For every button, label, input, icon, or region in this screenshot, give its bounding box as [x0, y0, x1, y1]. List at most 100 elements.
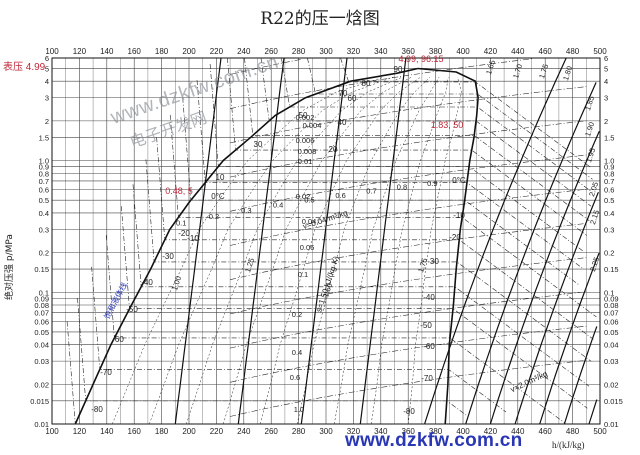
- gauge-pressure-label: 表压 4.99: [3, 62, 46, 73]
- isotherm-label: 30: [254, 140, 263, 149]
- x-tick-label-top: 100: [45, 47, 59, 56]
- state-point-annotation: 4.99, 96.15: [398, 54, 443, 64]
- y-tick-label-right: 0.03: [604, 357, 619, 366]
- isochore-title: v=0.04 m³/kg: [302, 208, 349, 231]
- isochore-line: [230, 257, 587, 315]
- y-tick-label-right: 0.15: [604, 265, 619, 274]
- isotherm-label: -60: [112, 335, 124, 344]
- y-tick-label-right: 0.7: [604, 177, 614, 186]
- y-tick-label-left: 0.04: [34, 341, 49, 350]
- x-tick-label-top: 260: [265, 47, 279, 56]
- isentrope-line: [588, 399, 598, 425]
- quality-line: [407, 77, 462, 425]
- y-tick-label-left: 0.08: [34, 301, 49, 310]
- isentrope-label: 2.05: [587, 181, 600, 198]
- isotherm-line: [281, 57, 593, 193]
- isotherm-line: [260, 57, 592, 207]
- isotherm-label: -20: [449, 233, 461, 242]
- isentrope-label: 1.95: [584, 147, 597, 164]
- isotherm-line: [340, 57, 591, 168]
- isochore-label: 1.0: [294, 405, 304, 414]
- isotherm-label: 0°C: [211, 192, 225, 201]
- isochore-line: [230, 360, 587, 417]
- quality-label: 0.5: [304, 196, 314, 205]
- x-tick-label-top: 280: [292, 47, 306, 56]
- y-tick-label-left: 0.5: [39, 196, 49, 205]
- y-tick-label-left: 0.4: [39, 209, 49, 218]
- x-tick-label-top: 140: [100, 47, 114, 56]
- x-axis-label: h/(kJ/kg): [552, 440, 585, 450]
- isentrope-line: [465, 82, 597, 425]
- isotherm-label: 80: [362, 79, 371, 88]
- isotherm-label: -40: [423, 293, 435, 302]
- x-tick-label-top: 300: [319, 47, 333, 56]
- y-tick-label-left: 0.01: [34, 420, 49, 429]
- x-tick-label-bottom: 480: [566, 427, 580, 436]
- y-tick-label-left: 0.05: [34, 328, 49, 337]
- y-tick-label-left: 0.03: [34, 357, 49, 366]
- x-tick-label-top: 400: [456, 47, 470, 56]
- x-tick-label-bottom: 100: [45, 427, 59, 436]
- y-tick-label-right: 1.5: [604, 133, 614, 142]
- isochore-line: [230, 59, 302, 75]
- y-tick-label-right: 0.2: [604, 249, 614, 258]
- quality-line: [186, 76, 403, 425]
- isentrope-line: [563, 326, 598, 425]
- isotherm-label: -10: [187, 234, 199, 243]
- y-tick-label-right: 0.4: [604, 209, 614, 218]
- y-tick-label-left: 2: [45, 117, 49, 126]
- x-tick-label-bottom: 440: [511, 427, 525, 436]
- x-tick-label-top: 420: [484, 47, 498, 56]
- isentrope-label: 1.65: [484, 59, 497, 76]
- y-tick-label-left: 0.015: [30, 397, 49, 406]
- x-tick-label-top: 220: [210, 47, 224, 56]
- x-tick-label-bottom: 300: [319, 427, 333, 436]
- x-tick-label-top: 340: [374, 47, 388, 56]
- isotherm-label: 40: [338, 118, 347, 127]
- x-tick-label-bottom: 120: [73, 427, 87, 436]
- y-tick-label-right: 0.09: [604, 294, 619, 303]
- isentrope-line: [514, 191, 599, 425]
- x-tick-label-bottom: 420: [484, 427, 498, 436]
- quality-line: [296, 76, 431, 425]
- x-tick-label-top: 360: [402, 47, 416, 56]
- x-tick-label-bottom: 320: [347, 427, 361, 436]
- y-tick-label-left: 0.9: [39, 163, 49, 172]
- x-tick-label-bottom: 280: [292, 427, 306, 436]
- y-tick-label-left: 0.8: [39, 169, 49, 178]
- isentrope-line: [424, 57, 567, 425]
- isochore-label: 0.4: [292, 348, 302, 357]
- x-tick-label-top: 500: [593, 47, 607, 56]
- y-tick-label-right: 0.02: [604, 380, 619, 389]
- y-tick-label-right: 0.3: [604, 225, 614, 234]
- y-tick-label-left: 0.2: [39, 249, 49, 258]
- quality-line: [370, 77, 449, 425]
- isochore-label: 0.2: [292, 310, 302, 319]
- isotherm-label: -10: [453, 211, 465, 220]
- state-point-annotation: 1.83, 50: [431, 120, 464, 130]
- isotherm-label: -70: [100, 368, 112, 377]
- quality-label: 0.6: [335, 191, 345, 200]
- quality-line: [112, 76, 385, 425]
- isotherm-label: -70: [421, 374, 433, 383]
- isotherm-label: -50: [126, 305, 138, 314]
- isochore-line: [230, 120, 587, 178]
- isochore-line: [230, 223, 587, 280]
- isotherm-label: -50: [420, 321, 432, 330]
- y-tick-label-left: 4: [45, 77, 49, 86]
- y-tick-label-right: 5: [604, 64, 608, 73]
- isotherm-line: [156, 137, 594, 340]
- curves-layer: [66, 57, 600, 425]
- y-tick-label-right: 0.08: [604, 301, 619, 310]
- x-tick-label-bottom: 360: [402, 427, 416, 436]
- isentrope-label: 1.00: [170, 275, 183, 292]
- x-tick-label-top: 240: [237, 47, 251, 56]
- isotherm-label: 50: [299, 111, 308, 120]
- isotherm-label: -30: [427, 257, 439, 266]
- isochore-label: 0.008: [298, 147, 317, 156]
- isentrope-line: [359, 57, 407, 425]
- quality-line: [333, 76, 440, 425]
- x-tick-label-top: 180: [155, 47, 169, 56]
- isentrope-label: 1.75: [416, 257, 429, 274]
